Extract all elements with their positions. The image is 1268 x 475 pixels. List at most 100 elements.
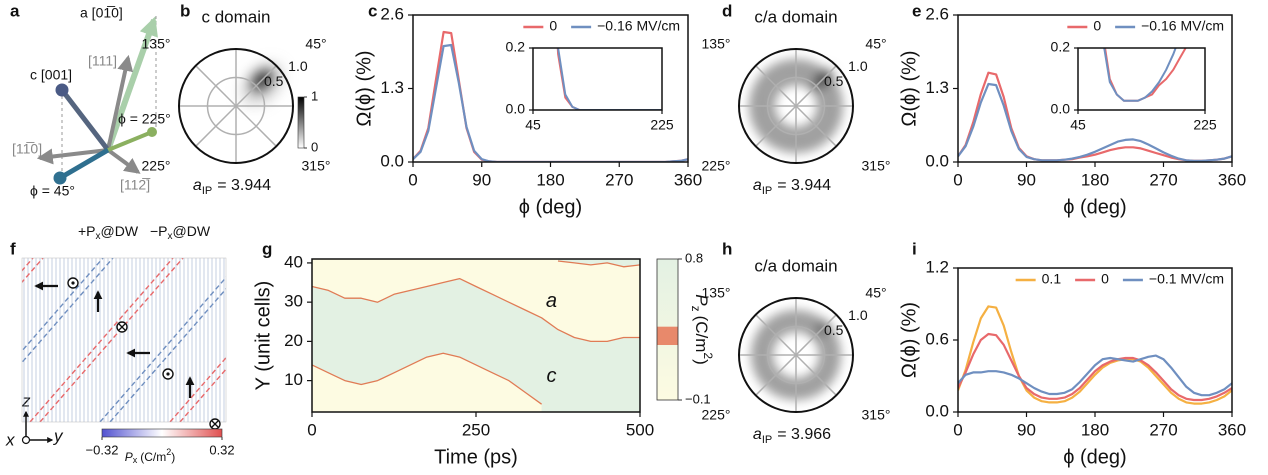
- x-tick-label: 90: [472, 170, 491, 189]
- y-tick-label: 0.0: [925, 401, 949, 420]
- polar-frame: [178, 48, 294, 164]
- series-line: [958, 332, 1232, 402]
- inset-lines: [1103, 48, 1187, 102]
- radial-tick-label: 0.5: [824, 322, 844, 338]
- x-axis-label: Time (ps): [434, 446, 518, 468]
- y-tick-label: 0.0: [925, 151, 949, 170]
- legend-label: −0.16 MV/cm: [1141, 18, 1224, 34]
- x-tick-label: 250: [462, 420, 490, 439]
- x-tick-label: 360: [1218, 420, 1246, 439]
- polar-title: c/a domain: [754, 256, 837, 275]
- panel-label: g: [262, 239, 272, 258]
- lattice-symbol: a: [193, 177, 202, 194]
- colorbar-tick-label: 0.8: [685, 250, 703, 265]
- x-tick-label: 0: [953, 420, 962, 439]
- out-of-plane-symbol: [71, 281, 75, 285]
- x-axis-label: ϕ (deg): [1063, 446, 1126, 468]
- colorbar-tick-label: −0.32: [86, 442, 119, 457]
- angle-label: 45°: [865, 285, 886, 301]
- polar-grid: [195, 65, 277, 147]
- legend-label: 0: [1093, 18, 1101, 34]
- domain-area: [558, 259, 640, 267]
- angle-label: 315°: [862, 158, 891, 174]
- lattice-subscript: IP: [202, 185, 212, 197]
- domain-wall: [169, 356, 226, 422]
- x-tick-label: 180: [536, 170, 564, 189]
- axis-name: z: [21, 391, 31, 410]
- series-line: [557, 260, 640, 268]
- domain-wall: [99, 276, 226, 422]
- series-line: [1104, 48, 1187, 102]
- colorbar-frame: [656, 258, 679, 401]
- domain-wall: [179, 368, 226, 422]
- colorbar: [101, 428, 223, 438]
- x-axis-label: ϕ (deg): [1063, 196, 1126, 218]
- y-tick-label: 0.2: [506, 39, 526, 55]
- wall-label: +Px@DW: [78, 223, 139, 242]
- inset-background: [1078, 48, 1205, 110]
- axis-label: a [01̅0]: [80, 5, 123, 21]
- axis-label: [112̅]: [120, 177, 151, 193]
- angle-label: 135°: [142, 36, 171, 52]
- field-frame: [21, 257, 227, 423]
- panel-label: i: [912, 239, 917, 258]
- series-lines: [413, 30, 688, 162]
- radial-tick-label: 1.0: [848, 58, 868, 74]
- polar-title: c domain: [202, 7, 271, 26]
- angle-label: ϕ = 45°: [30, 183, 75, 199]
- radial-tick-label: 1.0: [848, 307, 868, 323]
- x-tick-label: 270: [1149, 170, 1177, 189]
- x-tick-label: 360: [674, 170, 702, 189]
- domain-area: [312, 353, 542, 412]
- panel-label: c: [368, 1, 377, 20]
- y-axis-label: Ω(ϕ) (%): [353, 50, 375, 126]
- series-line: [312, 352, 542, 405]
- y-tick-label: 0.6: [925, 329, 949, 348]
- colorbar-symbol: P: [692, 294, 711, 306]
- domain-areas: [312, 259, 640, 412]
- axis-label: c [001]: [30, 67, 72, 83]
- y-axis-label: Ω(ϕ) (%): [898, 50, 920, 126]
- lattice-value: = 3.944: [777, 177, 831, 194]
- wall-label: −Px@DW: [150, 223, 211, 242]
- inset-frame: [1077, 47, 1206, 111]
- y-axis-label: Ω(ϕ) (%): [898, 302, 920, 378]
- y-tick-label: 30: [284, 292, 303, 311]
- angle-label: 225°: [702, 407, 731, 423]
- polar-grid: [755, 314, 837, 396]
- radial-tick-label: 0.5: [824, 73, 844, 89]
- domain-annotation: c: [546, 365, 556, 387]
- domain-wall: [22, 258, 114, 364]
- y-tick-label: 1.3: [925, 78, 949, 97]
- colorbar-label: Px (C/m2): [125, 447, 176, 465]
- domain-annotation: a: [546, 290, 557, 312]
- x-tick-label: 0: [408, 170, 417, 189]
- polar-grid: [755, 65, 837, 147]
- y-axis-label: Y (unit cells): [252, 281, 274, 391]
- y-tick-label: 1.2: [925, 257, 949, 276]
- polar-frame: [738, 297, 854, 413]
- lattice-value: = 3.944: [217, 177, 271, 194]
- colorbar-tick-label: 0: [311, 139, 318, 154]
- series-lines: [312, 260, 640, 405]
- legend-label: −0.1 MV/cm: [1149, 271, 1224, 287]
- y-tick-label: 1.3: [380, 78, 404, 97]
- out-of-plane-symbol: [118, 323, 126, 331]
- angle-label: 225°: [142, 158, 171, 174]
- y-tick-label: 2.6: [380, 4, 404, 23]
- colorbar-tick-label: 1: [311, 88, 318, 103]
- polar-frame: [738, 48, 854, 164]
- colorbar-tick-label: −0.1: [685, 391, 711, 406]
- x-tick-label: 0: [307, 420, 316, 439]
- x-tick-label: 360: [1218, 170, 1246, 189]
- angle-label: 45°: [865, 36, 886, 52]
- axis-name: x: [5, 430, 15, 449]
- domain-wall: [22, 258, 104, 352]
- angle-label: 315°: [302, 158, 331, 174]
- x-tick-label: 90: [1017, 420, 1036, 439]
- legend: 0 −0.16 MV/cm: [1067, 18, 1224, 34]
- lattice-parameter: aIP = 3.944: [193, 177, 271, 197]
- axis-name: y: [53, 426, 64, 445]
- y-tick-label: 0.0: [506, 101, 526, 117]
- x-tick-label: 90: [1017, 170, 1036, 189]
